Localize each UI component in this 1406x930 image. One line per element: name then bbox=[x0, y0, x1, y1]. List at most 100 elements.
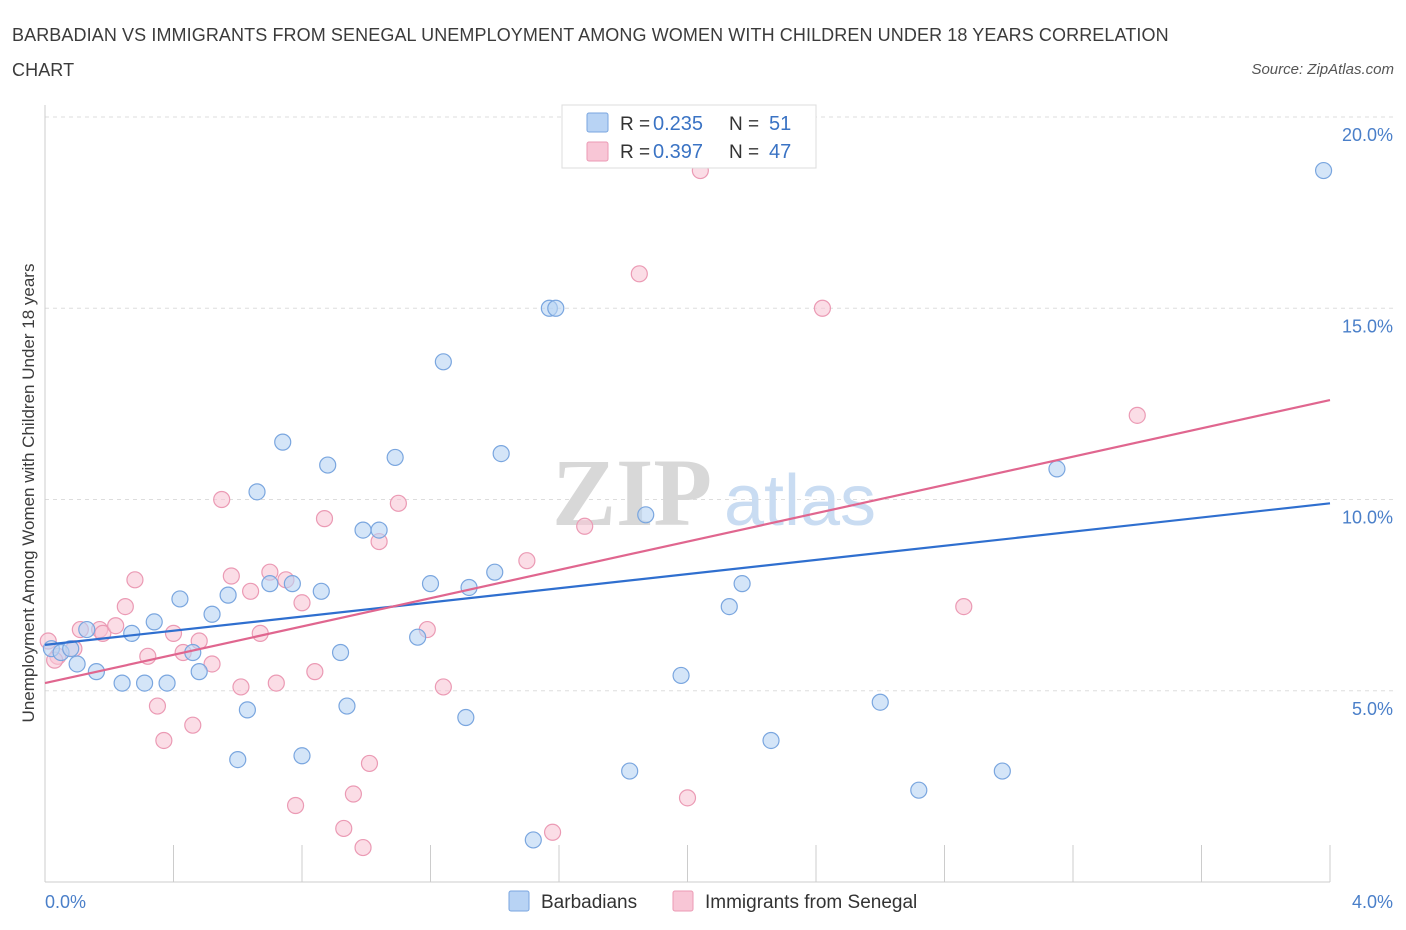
barbadian-point-25 bbox=[331, 643, 350, 662]
senegal-point-39 bbox=[576, 517, 594, 535]
senegal-point-10 bbox=[148, 697, 167, 715]
barbadian-point-47 bbox=[910, 781, 928, 799]
barbadian-point-18 bbox=[248, 483, 266, 501]
barbadian-point-30 bbox=[409, 628, 427, 646]
senegal-point-18 bbox=[222, 567, 240, 585]
barbadian-point-44 bbox=[733, 575, 751, 593]
trend-lines bbox=[44, 398, 1331, 685]
senegal-point-44 bbox=[955, 597, 973, 616]
legend-swatch-barbadians bbox=[508, 890, 530, 912]
barbadian-point-36 bbox=[492, 445, 510, 463]
senegal-point-34 bbox=[389, 494, 407, 512]
senegal-point-31 bbox=[354, 838, 372, 857]
senegal-point-38 bbox=[543, 823, 562, 841]
correlation-legend: R = 0.235 N = 51 R = 0.397 N = 47 bbox=[561, 104, 817, 169]
senegal-point-7 bbox=[116, 597, 134, 616]
senegal-point-20 bbox=[242, 582, 260, 600]
y-tick-label-3: 20.0% bbox=[1342, 125, 1393, 145]
senegal-point-28 bbox=[315, 510, 334, 528]
barbadian-point-2 bbox=[62, 640, 80, 658]
senegal-point-41 bbox=[678, 789, 697, 807]
senegal-point-6 bbox=[107, 617, 125, 635]
barbadian-point-14 bbox=[203, 605, 221, 623]
y-tick-label-1: 10.0% bbox=[1342, 508, 1393, 528]
barbadian-point-26 bbox=[338, 697, 356, 715]
barbadian-point-4 bbox=[78, 620, 96, 639]
chart-title: BARBADIAN VS IMMIGRANTS FROM SENEGAL UNE… bbox=[12, 25, 1169, 80]
senegal-point-27 bbox=[306, 663, 324, 681]
barbadian-point-50 bbox=[1314, 161, 1333, 180]
barbadian-point-37 bbox=[524, 831, 542, 849]
barbadian-point-33 bbox=[457, 708, 475, 727]
barbadian-point-29 bbox=[386, 448, 404, 467]
senegal-point-32 bbox=[360, 754, 379, 773]
legend-r-label-2: R = bbox=[620, 142, 650, 163]
legend-r-value-1: 0.235 bbox=[653, 113, 703, 135]
barbadian-point-6 bbox=[113, 674, 131, 692]
senegal-point-12 bbox=[164, 624, 183, 642]
barbadian-point-46 bbox=[871, 693, 889, 711]
barbadian-point-43 bbox=[720, 597, 738, 616]
barbadian-point-31 bbox=[421, 575, 440, 593]
barbadian-point-40 bbox=[621, 762, 639, 780]
tick-labels: 5.0% 10.0% 15.0% 20.0% 0.0% 4.0% bbox=[45, 125, 1393, 912]
legend-label-senegal: Immigrants from Senegal bbox=[705, 892, 917, 913]
barbadian-point-27 bbox=[354, 521, 372, 539]
senegal-point-43 bbox=[813, 299, 832, 317]
barbadian-point-15 bbox=[219, 586, 237, 604]
barbadian-point-24 bbox=[319, 456, 337, 474]
senegal-point-8 bbox=[126, 571, 144, 589]
barbadian-point-11 bbox=[171, 590, 189, 608]
barbadian-point-13 bbox=[190, 663, 208, 681]
barbadian-point-42 bbox=[672, 666, 690, 685]
x-tick-label-1: 4.0% bbox=[1352, 892, 1393, 912]
senegal-point-45 bbox=[1128, 406, 1146, 424]
barbadian-point-16 bbox=[229, 750, 247, 769]
legend-r-label-1: R = bbox=[620, 114, 650, 135]
y-axis-title: Unemployment Among Women with Children U… bbox=[19, 264, 38, 723]
senegal-point-17 bbox=[213, 490, 231, 509]
barbadian-point-39 bbox=[547, 299, 565, 317]
barbadian-point-41 bbox=[637, 506, 655, 524]
senegal-point-30 bbox=[344, 785, 362, 803]
senegal-point-36 bbox=[434, 678, 452, 696]
barbadian-point-22 bbox=[293, 747, 311, 765]
barbadian-point-19 bbox=[261, 575, 279, 593]
barbadian-point-7 bbox=[123, 624, 141, 642]
legend-label-barbadians: Barbadians bbox=[541, 892, 637, 913]
legend-swatch-senegal bbox=[672, 890, 694, 912]
barbadian-point-28 bbox=[370, 521, 388, 539]
barbadian-point-9 bbox=[145, 613, 163, 631]
senegal-point-29 bbox=[335, 819, 353, 838]
barbadian-point-23 bbox=[312, 582, 330, 600]
y-tick-label-2: 15.0% bbox=[1342, 316, 1393, 336]
grid-lines bbox=[45, 116, 1394, 692]
barbadian-point-20 bbox=[274, 433, 292, 451]
senegal-point-40 bbox=[630, 265, 648, 283]
axes bbox=[44, 105, 1331, 883]
barbadian-point-8 bbox=[135, 674, 154, 692]
source-label: Source: ZipAtlas.com bbox=[1251, 61, 1394, 78]
barbadian-point-3 bbox=[68, 655, 86, 673]
series-legend: Barbadians Immigrants from Senegal bbox=[508, 890, 917, 913]
barbadian-points bbox=[42, 161, 1333, 849]
senegal-point-25 bbox=[286, 796, 305, 815]
barbadian-point-10 bbox=[158, 674, 176, 692]
senegal-point-16 bbox=[203, 655, 221, 673]
x-tick-label-0: 0.0% bbox=[45, 892, 86, 912]
barbadian-trend-line bbox=[44, 502, 1331, 646]
senegal-point-19 bbox=[232, 678, 250, 696]
senegal-point-26 bbox=[293, 594, 311, 612]
legend-n-value-2: 47 bbox=[769, 141, 791, 163]
barbadian-point-21 bbox=[283, 575, 301, 593]
watermark-zip: ZIP bbox=[552, 439, 712, 546]
barbadian-point-49 bbox=[1048, 460, 1066, 478]
legend-r-value-2: 0.397 bbox=[653, 141, 703, 163]
y-tick-label-0: 5.0% bbox=[1352, 699, 1393, 719]
barbadian-point-17 bbox=[238, 701, 256, 719]
senegal-point-37 bbox=[518, 552, 536, 570]
barbadian-point-32 bbox=[434, 353, 452, 371]
barbadian-point-45 bbox=[762, 731, 780, 750]
legend-n-value-1: 51 bbox=[769, 113, 791, 135]
